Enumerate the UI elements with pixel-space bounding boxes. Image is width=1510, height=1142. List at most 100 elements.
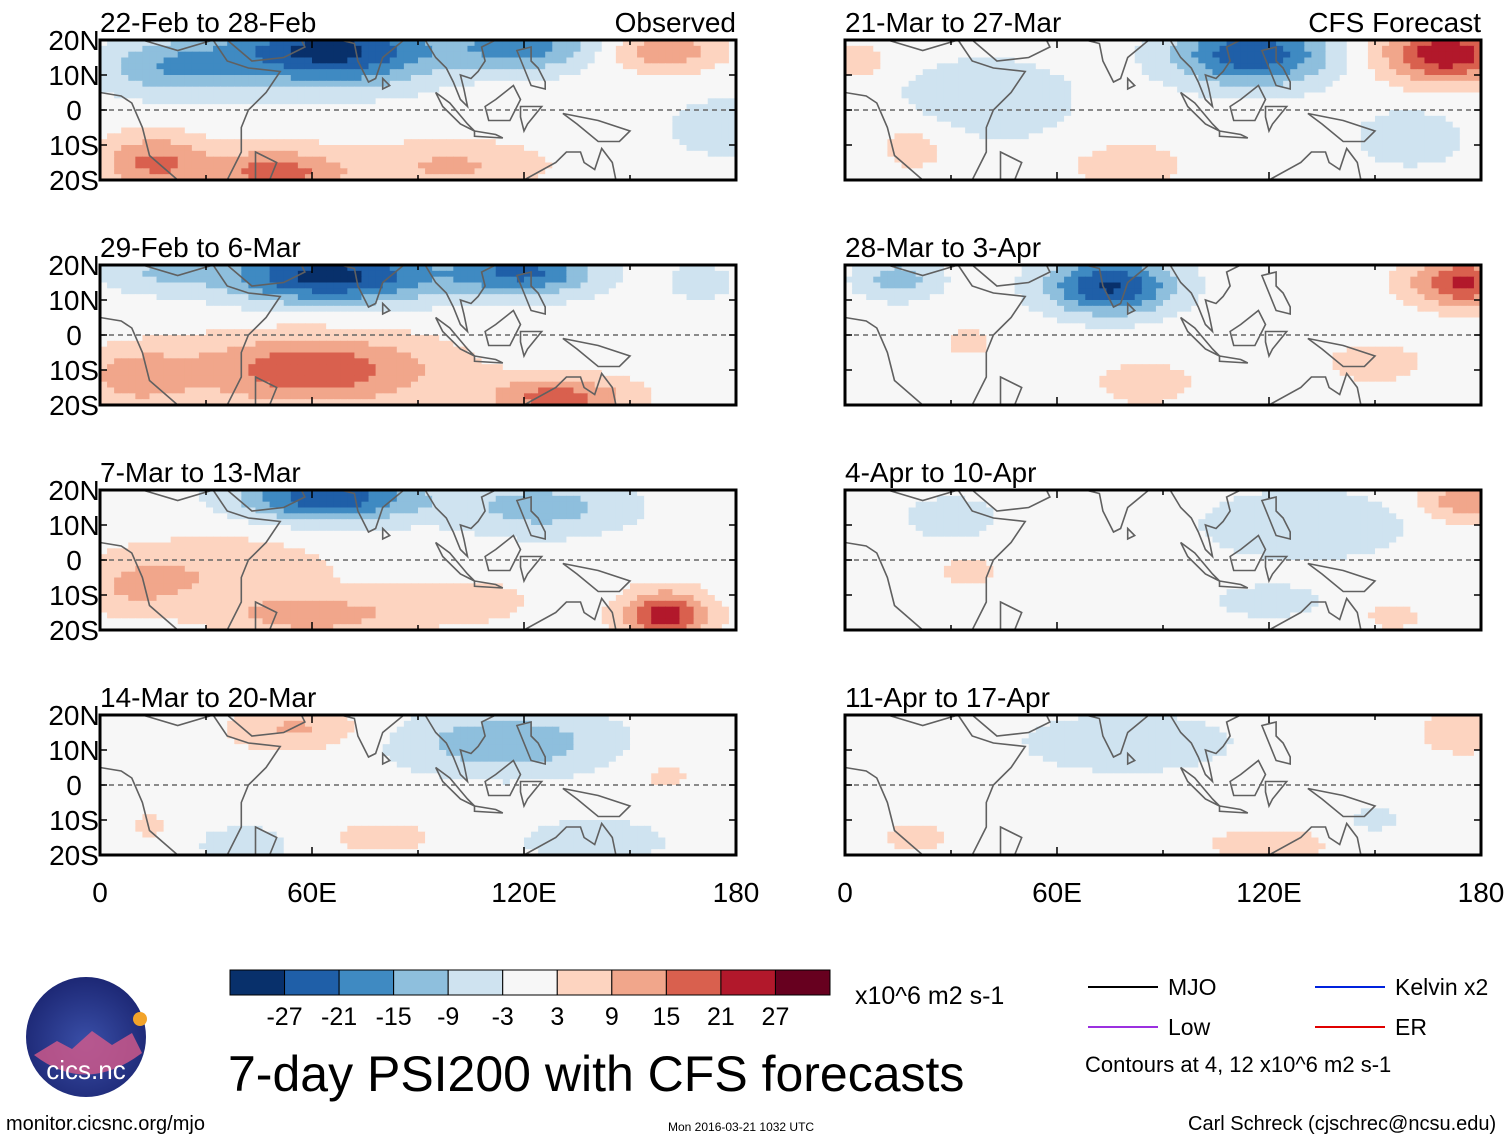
field-cell (531, 507, 539, 514)
field-cell (191, 156, 200, 164)
field-cell (234, 288, 242, 295)
field-cell (425, 525, 433, 532)
field-cell (149, 63, 158, 70)
field-cell (474, 311, 483, 319)
field-cell (135, 370, 143, 377)
field-cell (573, 110, 582, 117)
field-cell (262, 156, 271, 164)
field-cell (170, 352, 179, 359)
field-cell (354, 139, 363, 146)
field-cell (248, 352, 257, 359)
field-cell (637, 145, 645, 152)
field-cell (700, 174, 709, 180)
field-cell (474, 265, 483, 272)
field-cell (488, 311, 497, 319)
field-cell (340, 335, 348, 342)
field-cell (721, 288, 730, 295)
field-cell (283, 69, 292, 76)
field-cell (637, 387, 645, 394)
field-cell (184, 311, 193, 319)
field-cell (290, 317, 299, 324)
field-cell (488, 174, 497, 180)
field-cell (389, 311, 398, 319)
field-cell (425, 98, 433, 105)
field-cell (707, 115, 716, 123)
field-cell (170, 86, 179, 94)
field-cell (135, 150, 143, 158)
field-cell (474, 110, 483, 117)
field-cell (531, 80, 539, 88)
field-cell (446, 364, 454, 371)
field-cell (545, 370, 553, 377)
field-cell (552, 501, 560, 509)
field-cell (340, 317, 348, 324)
field-cell (319, 115, 327, 123)
field-cell (516, 75, 525, 82)
field-cell (255, 311, 264, 319)
field-cell (163, 150, 172, 158)
field-cell (297, 69, 306, 76)
field-cell (608, 501, 617, 509)
field-cell (559, 75, 567, 82)
field-cell (453, 364, 461, 371)
field-cell (679, 370, 688, 377)
field-cell (728, 311, 736, 319)
field-cell (573, 317, 582, 324)
field-cell (354, 358, 363, 365)
field-cell (622, 507, 631, 514)
field-cell (304, 305, 313, 313)
field-cell (460, 168, 469, 175)
field-cell (566, 346, 575, 354)
field-cell (198, 282, 207, 289)
field-cell (107, 381, 115, 389)
field-cell (679, 311, 688, 319)
field-cell (474, 45, 483, 53)
field-cell (347, 335, 355, 342)
field-cell (220, 63, 228, 70)
field-cell (191, 276, 200, 284)
field-cell (213, 51, 221, 59)
field-cell (333, 495, 341, 503)
field-cell (418, 399, 426, 405)
field-cell (495, 40, 504, 47)
field-cell (439, 358, 447, 365)
field-cell (566, 282, 575, 289)
field-cell (276, 40, 285, 47)
field-cell (304, 98, 313, 105)
field-cell (326, 121, 334, 129)
field-cell (630, 92, 638, 99)
field-cell (156, 40, 165, 47)
field-cell (255, 270, 264, 278)
field-cell (347, 387, 355, 394)
field-cell (601, 98, 610, 105)
field-cell (686, 352, 695, 359)
field-cell (326, 329, 334, 336)
field-cell (637, 323, 645, 330)
field-cell (248, 525, 257, 532)
field-cell (213, 375, 221, 383)
field-cell (283, 513, 292, 520)
field-cell (340, 80, 348, 88)
field-cell (354, 133, 363, 140)
field-cell (651, 57, 659, 64)
field-cell (559, 98, 567, 105)
field-cell (347, 80, 355, 88)
field-cell (651, 63, 659, 70)
field-cell (446, 139, 454, 146)
field-cell (227, 270, 235, 278)
field-cell (326, 490, 334, 497)
field-cell (502, 121, 511, 129)
field-cell (142, 80, 151, 88)
field-cell (368, 381, 377, 389)
field-cell (149, 513, 158, 520)
field-cell (644, 381, 652, 389)
field-cell (114, 51, 122, 59)
field-cell (665, 276, 673, 284)
field-cell (248, 174, 257, 180)
field-cell (552, 352, 560, 359)
field-cell (177, 513, 186, 520)
field-cell (319, 98, 327, 105)
field-cell (545, 276, 553, 284)
field-cell (163, 80, 172, 88)
field-cell (573, 335, 582, 342)
